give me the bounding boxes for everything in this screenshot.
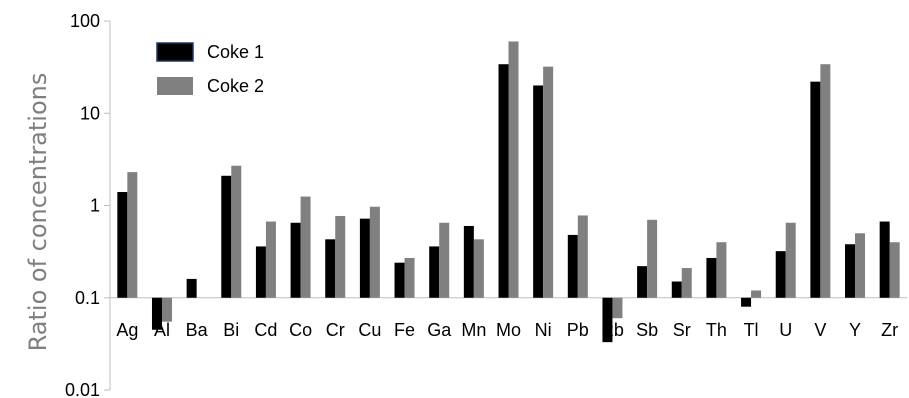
y-tick-label: 0.1 [75,288,100,308]
bar-coke-1-pb [567,234,578,298]
bar-coke-2-fe [404,257,415,298]
y-tick-label: 100 [70,11,100,31]
bar-coke-2-tl [751,290,762,298]
bar-coke-2-al [161,297,172,322]
category-label: Cr [326,320,345,340]
bar-coke-2-mn [473,239,484,298]
legend-label: Coke 1 [207,42,264,62]
bar-coke-2-zr [889,242,900,298]
bar-coke-2-ag [127,172,138,298]
bar-coke-1-u [775,251,786,298]
bar-coke-2-sr [681,268,692,298]
category-label: U [779,320,792,340]
bar-coke-1-rb [602,297,613,343]
bar-coke-2-cu [369,206,380,298]
category-label: Sb [636,320,658,340]
bar-coke-2-sb [647,219,658,298]
bar-coke-2-rb [612,297,623,319]
category-label: Ga [427,320,452,340]
category-label: Al [154,320,170,340]
bar-coke-1-tl [741,297,752,307]
category-label: Co [289,320,312,340]
category-label: Zr [881,320,898,340]
bar-coke-2-mo [508,41,519,298]
category-label: Mo [496,320,521,340]
bar-coke-2-y [855,233,866,298]
legend-swatch [156,42,194,62]
legend-label: Coke 2 [207,76,264,96]
category-label: Th [706,320,727,340]
bar-coke-2-ga [439,222,450,298]
category-label: Ba [186,320,209,340]
category-label: Bi [223,320,239,340]
category-label: Ag [116,320,138,340]
bar-coke-1-zr [879,221,890,298]
bar-coke-1-bi [221,175,232,298]
bar-coke-1-y [845,244,856,298]
bar-coke-2-u [785,222,796,298]
bar-coke-1-ba [186,278,197,298]
bar-coke-1-mn [463,225,474,298]
y-tick-label: 0.01 [65,380,100,398]
bar-coke-1-cu [359,218,370,298]
bar-coke-1-ag [117,192,128,298]
bar-coke-2-cr [335,215,346,298]
category-label: Sr [673,320,691,340]
category-label: Cd [254,320,277,340]
bar-coke-2-ni [543,66,554,298]
category-label: Tl [744,320,759,340]
bar-coke-1-al [151,297,162,330]
bars [117,41,900,343]
category-label: Mn [461,320,486,340]
category-label: Y [849,320,861,340]
bar-coke-1-cr [325,239,336,298]
bar-coke-1-mo [498,64,509,298]
bar-coke-1-cd [255,246,266,298]
category-label: Ni [535,320,552,340]
category-label: Rb [601,320,624,340]
bar-coke-1-ni [533,85,544,298]
bar-coke-2-v [820,64,831,298]
bar-coke-1-sb [637,266,648,298]
y-tick-label: 1 [90,196,100,216]
bar-coke-1-fe [394,262,405,298]
category-label: Pb [567,320,589,340]
bar-coke-1-co [290,222,301,298]
bar-coke-2-co [300,196,311,298]
y-axis-label: Ratio of concentrations [24,73,52,352]
category-label: V [814,320,826,340]
legend-swatch [157,77,193,95]
bar-coke-1-th [706,257,717,298]
category-label: Cu [358,320,381,340]
legend: Coke 1 Coke 2 [156,42,264,96]
category-labels: Ag Al Ba Bi Cd Co Cr Cu Fe Ga Mn Mo Ni Pb Rb Sb Sr Th Tl U V… [116,320,898,340]
bar-coke-1-sr [671,281,682,298]
category-label: Fe [394,320,415,340]
y-axis-ticks: 0.01 0.1 1 10 100 [65,11,110,398]
bar-coke-1-v [810,81,821,298]
bar-coke-2-pb [577,215,588,298]
bar-coke-1-ga [429,246,440,298]
bar-coke-2-th [716,242,727,298]
y-tick-label: 10 [80,103,100,123]
bar-coke-2-cd [265,221,276,298]
bar-coke-2-bi [231,165,242,298]
